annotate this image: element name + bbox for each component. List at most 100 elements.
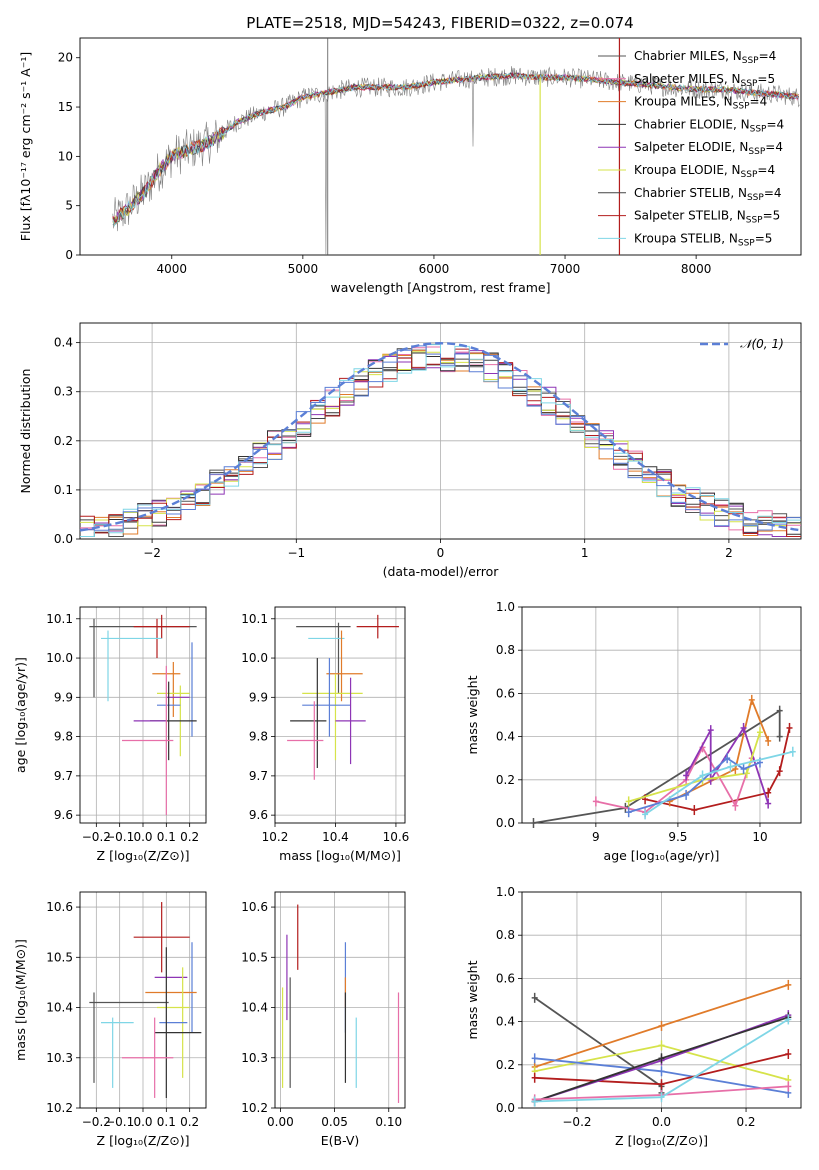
y-tick-label: 10.5 <box>241 950 268 964</box>
x-tick-label: 5000 <box>288 262 319 276</box>
x-tick-label: 4000 <box>156 262 187 276</box>
mass-vs-Z-axes: −0.2−0.1 0.0 0.1 0.2 10.2 10.3 10.4 10.5 10.6 Z [… <box>13 891 207 1148</box>
legend-label-tail: =4 <box>757 163 775 177</box>
legend-entry: Chabrier MILES, NSSP=4 <box>634 49 776 66</box>
plot-frame <box>79 322 802 540</box>
legend-entry: Kroupa MILES, NSSP=4 <box>634 95 767 112</box>
y-tick-label: 0.4 <box>496 1015 515 1029</box>
x-axis-label: age [log₁₀(age/yr)] <box>604 848 720 863</box>
series-line <box>644 750 794 816</box>
plot-frame <box>521 606 802 824</box>
age-vs-Z-points <box>89 614 197 816</box>
x-tick-label: 7000 <box>550 262 581 276</box>
x-tick-label: 0.0 <box>133 830 152 844</box>
y-tick-label: 9.9 <box>249 690 268 704</box>
x-axis-label: E(B-V) <box>321 1133 360 1148</box>
legend-entry: Salpeter MILES, NSSP=5 <box>634 72 775 89</box>
age-vs-mass-points <box>287 614 399 780</box>
x-tick-label: 1 <box>581 546 589 560</box>
x-tick-label: 0.05 <box>321 1115 348 1129</box>
y-tick-label: 10.1 <box>241 612 268 626</box>
x-tick-label: −0.1 <box>105 830 134 844</box>
x-tick-label: 0.0 <box>652 1115 671 1129</box>
legend-label-main: Kroupa ELODIE, N <box>634 163 741 177</box>
legend-label-tail: =4 <box>764 186 782 200</box>
y-axis-label: Normed distribution <box>18 369 33 494</box>
legend-label-sub: SSP <box>747 193 764 203</box>
series-line <box>533 709 781 824</box>
spectrum-lines <box>112 38 800 255</box>
x-tick-label: 0.2 <box>736 1115 755 1129</box>
y-tick-label: 0.2 <box>496 773 515 787</box>
y-tick-label: 10.2 <box>46 1101 73 1115</box>
y-tick-label: 0.1 <box>54 483 73 497</box>
legend-label-tail: =5 <box>757 72 775 86</box>
weight-vs-age-series <box>530 694 796 828</box>
legend-label-main: Salpeter MILES, N <box>634 72 741 86</box>
legend-label-main: Chabrier MILES, N <box>634 49 742 63</box>
mass-vs-ebv-axes: 0.00 0.05 0.10 10.2 10.3 10.4 10.5 10.6 E(B-V) <box>241 891 406 1148</box>
plot-frame <box>521 891 802 1109</box>
y-tick-label: 10.4 <box>241 1001 268 1015</box>
spectrum-axes: 4000 5000 6000 7000 8000 0 5 10 15 20 wavelength [… <box>18 37 802 295</box>
y-tick-label: 0.4 <box>496 730 515 744</box>
legend-label-main: Kroupa MILES, N <box>634 95 733 109</box>
y-tick-label: 10.0 <box>46 651 73 665</box>
x-tick-label: 0.10 <box>375 1115 402 1129</box>
x-tick-label: 10 <box>752 830 767 844</box>
x-tick-label: 0 <box>437 546 445 560</box>
y-tick-label: 0.8 <box>496 928 515 942</box>
x-tick-label: −0.1 <box>105 1115 134 1129</box>
plot-frame <box>79 891 207 1109</box>
x-tick-label: −0.2 <box>562 1115 591 1129</box>
legend-entry: Chabrier ELODIE, NSSP=4 <box>634 117 784 134</box>
legend-label-tail: =4 <box>765 140 783 154</box>
x-tick-label: 0.1 <box>157 830 176 844</box>
x-tick-label: 10.4 <box>322 830 349 844</box>
y-tick-label: 0.6 <box>496 971 515 985</box>
legend-label-main: Chabrier STELIB, N <box>634 186 747 200</box>
y-axis-label: mass weight <box>465 675 480 754</box>
weight-vs-Z-series <box>531 979 792 1107</box>
y-tick-label: 10.4 <box>46 1001 73 1015</box>
y-tick-label: 10.3 <box>241 1051 268 1065</box>
y-tick-label: 10 <box>58 149 73 163</box>
x-tick-label: 9.5 <box>668 830 687 844</box>
y-tick-label: 0.0 <box>54 532 73 546</box>
x-tick-label: −1 <box>287 546 305 560</box>
histogram-layer: 𝒩(0, 1) <box>79 337 802 537</box>
y-tick-label: 10.6 <box>241 900 268 914</box>
x-tick-label: 10.6 <box>383 830 410 844</box>
x-axis-label: mass [log₁₀(M/M⊙)] <box>279 848 401 863</box>
y-tick-label: 10.5 <box>46 950 73 964</box>
x-axis-label: Z [log₁₀(Z/Z⊙)] <box>615 1133 708 1148</box>
x-tick-label: −2 <box>143 546 161 560</box>
plot-frame <box>274 606 406 824</box>
figure-title: PLATE=2518, MJD=54243, FIBERID=0322, z=0… <box>246 14 633 32</box>
x-tick-label: 9 <box>592 830 600 844</box>
legend-entry: Salpeter ELODIE, NSSP=4 <box>634 140 783 157</box>
legend-label-tail: =5 <box>755 231 773 245</box>
x-tick-label: 6000 <box>419 262 450 276</box>
x-tick-label: 0.2 <box>180 1115 199 1129</box>
y-tick-label: 0.8 <box>496 643 515 657</box>
histogram-step <box>80 345 801 531</box>
y-tick-label: 9.6 <box>54 808 73 822</box>
y-tick-label: 9.9 <box>54 690 73 704</box>
legend-label-sub: SSP <box>742 56 759 66</box>
legend-label-sub: SSP <box>741 79 758 89</box>
y-axis-label: Flux [fλ10⁻¹⁷ erg cm⁻² s⁻¹ A⁻¹] <box>18 52 33 241</box>
legend-label-tail: =4 <box>750 95 768 109</box>
y-tick-label: 0.4 <box>54 336 73 350</box>
normal-curve-line <box>79 341 802 532</box>
legend-label-sub: SSP <box>741 170 758 180</box>
y-tick-label: 9.6 <box>249 808 268 822</box>
y-tick-label: 0.3 <box>54 385 73 399</box>
legend-label-main: Salpeter STELIB, N <box>634 209 746 223</box>
legend-entry: Kroupa STELIB, NSSP=5 <box>634 231 772 248</box>
legend-entry: Chabrier STELIB, NSSP=4 <box>634 186 782 203</box>
x-tick-label: 0.0 <box>133 1115 152 1129</box>
y-tick-label: 9.8 <box>249 730 268 744</box>
